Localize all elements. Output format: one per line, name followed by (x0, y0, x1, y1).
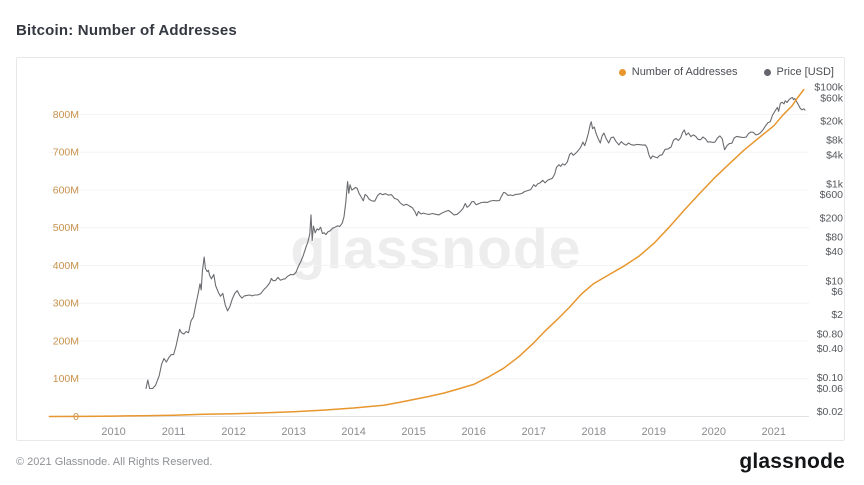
right-axis-tick: $600 (820, 189, 844, 201)
right-axis-tick: $6 (831, 286, 843, 298)
footer: © 2021 Glassnode. All Rights Reserved. g… (16, 450, 845, 474)
right-axis-tick: $0.40 (817, 343, 843, 355)
x-axis-tick: 2021 (762, 426, 786, 438)
series-price (145, 96, 806, 390)
x-axis-tick: 2015 (401, 426, 425, 438)
right-axis-tick: $2 (831, 309, 843, 321)
right-axis-tick: $20k (820, 115, 844, 127)
left-axis-tick: 800M (53, 109, 79, 121)
chart-panel: Number of Addresses Price [USD] glassnod… (16, 57, 845, 441)
x-axis-tick: 2011 (162, 426, 186, 438)
x-axis-tick: 2019 (641, 426, 665, 438)
x-axis-tick: 2016 (461, 426, 485, 438)
left-axis-tick: 600M (53, 184, 79, 196)
left-axis-tick: 400M (53, 260, 79, 272)
x-axis-tick: 2014 (341, 426, 365, 438)
legend-dot-addresses-icon (618, 68, 626, 76)
x-axis-tick: 2017 (521, 426, 545, 438)
right-axis-tick: $0.06 (817, 383, 843, 395)
left-axis-tick: 0 (73, 411, 79, 423)
right-axis-tick: $80 (825, 232, 843, 244)
legend-label-price: Price [USD] (776, 66, 834, 78)
right-axis-tick: $0.02 (817, 406, 843, 418)
page-title: Bitcoin: Number of Addresses (16, 22, 237, 39)
right-axis-tick: $10 (825, 275, 843, 287)
series-addresses (48, 88, 805, 418)
x-axis-tick: 2012 (221, 426, 245, 438)
right-axis-tick: $8k (826, 135, 844, 147)
x-axis-tick: 2010 (101, 426, 125, 438)
chart-plot-area[interactable]: 800M700M600M500M400M300M200M100M0$100k$6… (17, 58, 844, 440)
x-axis-tick: 2020 (702, 426, 726, 438)
legend-dot-price-icon (763, 68, 771, 76)
glassnode-logo: glassnode (739, 450, 845, 473)
x-axis-tick: 2018 (581, 426, 605, 438)
legend-item-addresses[interactable]: Number of Addresses (618, 66, 738, 78)
chart-legend: Number of Addresses Price [USD] (618, 66, 834, 78)
left-axis-tick: 300M (53, 298, 79, 310)
right-axis-tick: $4k (826, 149, 844, 161)
legend-item-price[interactable]: Price [USD] (763, 66, 834, 78)
legend-label-addresses: Number of Addresses (631, 66, 738, 78)
left-axis-tick: 200M (53, 335, 79, 347)
left-axis-tick: 700M (53, 147, 79, 159)
right-axis-tick: $1k (826, 178, 844, 190)
copyright-text: © 2021 Glassnode. All Rights Reserved. (16, 456, 213, 468)
x-axis-tick: 2013 (281, 426, 305, 438)
right-axis-tick: $0.10 (817, 372, 843, 384)
right-axis-tick: $100k (814, 82, 843, 94)
left-axis-tick: 100M (53, 373, 79, 385)
right-axis-tick: $60k (820, 92, 844, 104)
right-axis-tick: $40 (825, 246, 843, 258)
right-axis-tick: $0.80 (817, 328, 843, 340)
right-axis-tick: $200 (820, 212, 844, 224)
left-axis-tick: 500M (53, 222, 79, 234)
